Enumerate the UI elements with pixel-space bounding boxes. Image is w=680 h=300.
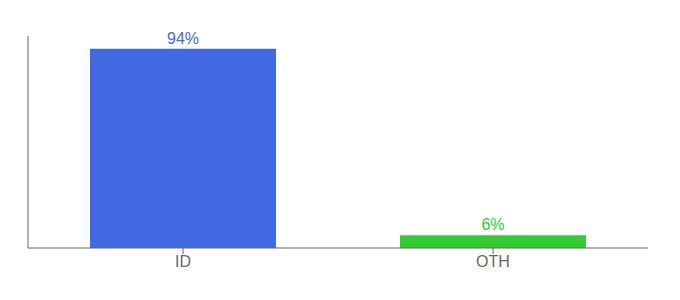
svg-text:94%: 94% xyxy=(167,30,199,47)
svg-text:OTH: OTH xyxy=(476,253,510,270)
svg-text:ID: ID xyxy=(175,253,191,270)
svg-text:6%: 6% xyxy=(481,216,504,233)
